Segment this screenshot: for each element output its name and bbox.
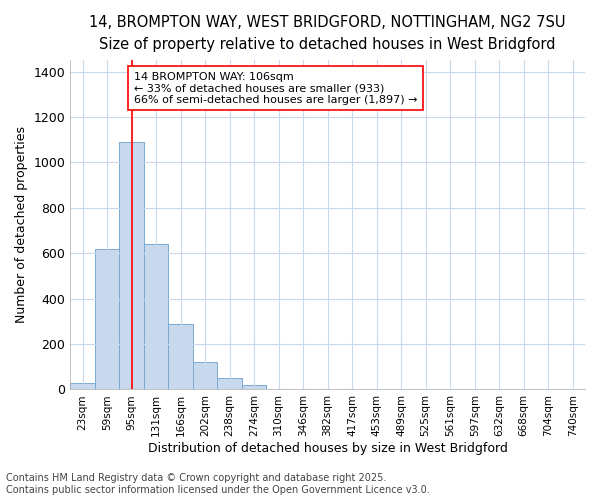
Bar: [193, 362, 217, 390]
Bar: [144, 244, 169, 390]
X-axis label: Distribution of detached houses by size in West Bridgford: Distribution of detached houses by size …: [148, 442, 508, 455]
Bar: [119, 142, 144, 390]
Text: 14 BROMPTON WAY: 106sqm
← 33% of detached houses are smaller (933)
66% of semi-d: 14 BROMPTON WAY: 106sqm ← 33% of detache…: [134, 72, 418, 105]
Bar: [70, 382, 95, 390]
Bar: [95, 248, 119, 390]
Bar: [169, 324, 193, 390]
Y-axis label: Number of detached properties: Number of detached properties: [15, 126, 28, 324]
Title: 14, BROMPTON WAY, WEST BRIDGFORD, NOTTINGHAM, NG2 7SU
Size of property relative : 14, BROMPTON WAY, WEST BRIDGFORD, NOTTIN…: [89, 15, 566, 52]
Bar: [242, 385, 266, 390]
Text: Contains HM Land Registry data © Crown copyright and database right 2025.
Contai: Contains HM Land Registry data © Crown c…: [6, 474, 430, 495]
Bar: [217, 378, 242, 390]
